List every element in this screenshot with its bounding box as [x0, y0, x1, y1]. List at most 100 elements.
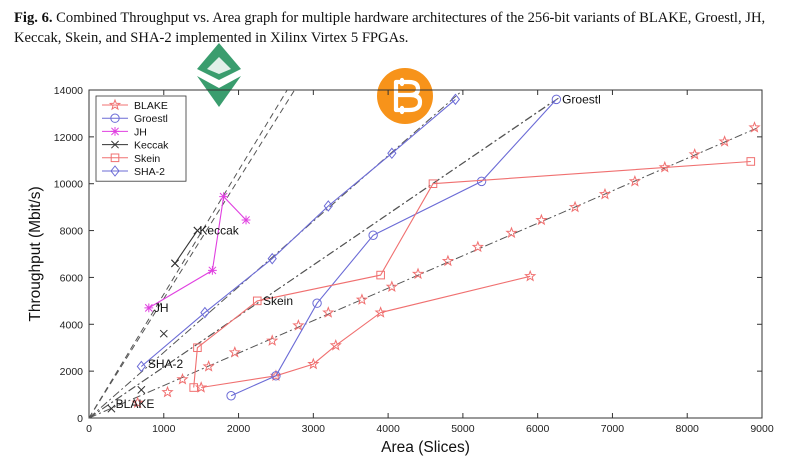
- annotation-keccak: Keccak: [199, 224, 239, 238]
- bitcoin-b-icon: [393, 77, 423, 115]
- series-line-sha-2: [140, 98, 456, 367]
- figure-caption-text: Combined Throughput vs. Area graph for m…: [14, 10, 766, 46]
- ethereum-highlight-icon: [207, 57, 231, 74]
- y-tick-label: 14000: [54, 85, 83, 97]
- data-point-sha-2: [323, 200, 333, 212]
- legend-label: BLAKE: [134, 100, 168, 112]
- x-axis-label: Area (Slices): [381, 439, 470, 456]
- reference-point: [688, 147, 701, 160]
- y-tick-label: 6000: [60, 272, 84, 284]
- reference-point: [411, 267, 425, 280]
- reference-point: [322, 306, 335, 318]
- x-tick-label: 4000: [376, 423, 400, 435]
- x-tick-label: 2000: [227, 423, 251, 435]
- legend-marker: [110, 153, 120, 163]
- series-jh: [144, 192, 251, 313]
- reference-point: [266, 334, 279, 346]
- y-tick-label: 2000: [60, 366, 84, 378]
- series-line-jh: [148, 195, 247, 309]
- reference-point: [385, 280, 398, 293]
- data-point-jh: [207, 266, 217, 275]
- x-tick-label: 9000: [750, 423, 774, 435]
- reference-point: [568, 200, 582, 213]
- reference-point: [535, 213, 548, 226]
- x-tick-label: 8000: [676, 423, 700, 435]
- annotation-sha-2: SHA-2: [148, 357, 184, 371]
- reference-point: [748, 121, 761, 133]
- reference-point: [228, 345, 241, 358]
- legend-marker: [110, 113, 120, 123]
- data-point-sha-2: [387, 147, 397, 160]
- legend-label: JH: [134, 126, 147, 138]
- reference-line: [88, 89, 288, 419]
- reference-point: [355, 293, 369, 305]
- reference-point: [161, 385, 174, 398]
- series-sha-2: [136, 93, 461, 373]
- data-point-jh: [219, 192, 228, 201]
- reference-point: [176, 372, 189, 385]
- y-tick-label: 0: [77, 413, 83, 425]
- reference-line: [88, 89, 296, 419]
- x-tick-label: 3000: [302, 423, 326, 435]
- series-line-groestl: [230, 99, 557, 397]
- series-blake: [195, 269, 537, 393]
- reference-line: [88, 96, 561, 419]
- reference-point: [658, 160, 671, 173]
- x-tick-label: 5000: [451, 423, 475, 435]
- legend-label: Keccak: [134, 140, 169, 152]
- reference-point: [505, 226, 518, 239]
- series-groestl: [226, 94, 562, 401]
- legend-marker: [108, 98, 122, 111]
- data-point-groestl: [226, 391, 236, 401]
- y-tick-label: 12000: [54, 132, 83, 144]
- x-tick-label: 6000: [526, 423, 550, 435]
- legend-item-keccak: Keccak: [102, 140, 169, 152]
- data-point-groestl: [551, 94, 562, 105]
- legend-label: Skein: [134, 153, 160, 165]
- data-point-skein: [189, 383, 198, 392]
- reference-point: [598, 187, 612, 200]
- series-line-keccak: [174, 230, 198, 264]
- annotation-blake: BLAKE: [116, 397, 155, 411]
- data-point-sha-2: [200, 306, 210, 319]
- data-point-blake: [307, 357, 320, 370]
- data-point-keccak: [171, 259, 179, 268]
- data-point-jh: [144, 303, 154, 313]
- data-point-blake: [329, 338, 342, 351]
- x-tick-label: 0: [86, 423, 92, 435]
- legend-item-sha-2: SHA-2: [102, 165, 165, 178]
- data-point-blake: [524, 269, 537, 282]
- legend-box: [95, 95, 187, 182]
- annotation-skein: Skein: [263, 294, 293, 308]
- reference-point: [471, 240, 484, 253]
- series-keccak: [171, 226, 202, 268]
- reference-point: [137, 385, 146, 394]
- legend-item-blake: BLAKE: [102, 98, 168, 112]
- data-point-skein: [252, 296, 262, 306]
- annotation-jh: JH: [154, 301, 169, 315]
- y-tick-label: 8000: [60, 226, 84, 238]
- ethereum-logo: [197, 43, 241, 107]
- reference-line: [88, 127, 759, 419]
- reference-line: [88, 89, 464, 419]
- reference-point: [292, 319, 305, 331]
- legend-marker: [110, 127, 120, 136]
- y-tick-label: 10000: [54, 179, 83, 191]
- series-line-skein: [193, 160, 751, 388]
- reference-point: [628, 174, 641, 187]
- legend-marker: [111, 140, 119, 149]
- legend-label: SHA-2: [134, 166, 165, 178]
- legend-label: Groestl: [134, 113, 168, 125]
- x-tick-label: 7000: [601, 423, 625, 435]
- series-line-blake: [201, 275, 531, 389]
- data-point-keccak: [193, 226, 202, 235]
- data-point-sha-2: [136, 360, 146, 373]
- y-tick-label: 4000: [60, 319, 84, 331]
- y-axis-label: Throughput (Mbit/s): [27, 186, 44, 321]
- data-point-skein: [193, 343, 202, 353]
- data-point-sha-2: [267, 252, 277, 265]
- ethereum-lower-icon: [197, 76, 241, 107]
- data-point-skein: [746, 157, 756, 166]
- data-point-skein: [376, 270, 385, 280]
